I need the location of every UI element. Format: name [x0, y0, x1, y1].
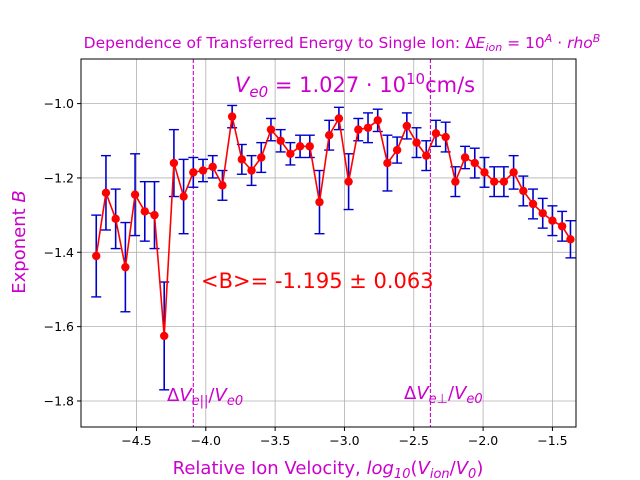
data-point: [208, 162, 217, 171]
vline-label-parallel: ΔVe||/Ve0: [167, 385, 243, 409]
data-point: [509, 168, 518, 177]
data-point: [489, 177, 499, 186]
data-point: [363, 123, 373, 132]
chart-title: Dependence of Transferred Energy to Sing…: [84, 32, 601, 54]
data-point: [218, 181, 227, 190]
data-point: [121, 262, 130, 272]
data-point: [519, 186, 528, 196]
data-point: [257, 153, 266, 162]
vline-label-perpendicular: ΔVe⊥/Ve0: [404, 383, 483, 407]
data-point: [441, 132, 450, 142]
data-point: [373, 116, 382, 125]
data-point: [499, 177, 509, 186]
data-point: [528, 199, 538, 209]
data-point: [402, 121, 412, 131]
data-point: [383, 158, 392, 168]
plot-area: −4.5 −4.0 −3.5 −3.0 −2.5 −2.0 −1.5 −1.8 −1.6 −1.4…: [44, 58, 577, 448]
data-point: [470, 158, 479, 168]
data-point: [179, 192, 188, 201]
data-point: [247, 166, 256, 175]
data-point: [111, 214, 120, 224]
ve0-annotation: Ve0 = 1.027 · 1010cm/s: [235, 70, 475, 101]
data-point: [344, 177, 353, 186]
x-axis-label: Relative Ion Velocity, log10(Vion/V0): [173, 458, 484, 480]
data-point: [431, 129, 441, 138]
data-point: [460, 153, 470, 162]
x-tick-label: −2.5: [399, 433, 429, 448]
data-point: [92, 251, 101, 261]
data-point: [315, 197, 324, 207]
y-tick-label: −1.6: [44, 319, 74, 334]
x-tick-label: −3.0: [329, 433, 359, 448]
data-point: [451, 177, 460, 186]
data-point: [566, 235, 575, 244]
data-point: [130, 190, 140, 199]
data-point: [101, 188, 111, 198]
y-tick-label: −1.0: [44, 96, 74, 111]
y-tick-label: −1.8: [44, 393, 74, 408]
data-point: [140, 207, 149, 216]
data-point: [150, 210, 159, 220]
data-point: [354, 125, 363, 134]
x-tick-label: −4.0: [191, 433, 221, 448]
y-tick-label: −1.4: [44, 245, 74, 260]
data-point: [305, 142, 314, 151]
data-point: [548, 216, 557, 225]
data-point: [276, 136, 285, 145]
data-point: [198, 166, 208, 175]
axes-frame: [80, 58, 577, 428]
data-point: [334, 114, 344, 123]
x-tick-label: −4.5: [121, 433, 151, 448]
x-tick-label: −3.5: [260, 433, 290, 448]
y-tick-label: −1.2: [44, 170, 74, 185]
data-point: [295, 142, 305, 151]
data-point: [227, 112, 237, 121]
data-point: [557, 222, 567, 231]
data-point: [189, 168, 198, 177]
data-point: [392, 145, 402, 155]
data-point: [412, 138, 421, 147]
x-tick-label: −2.0: [468, 433, 498, 448]
data-point: [422, 151, 431, 160]
data-point: [480, 168, 489, 177]
data-point: [169, 158, 179, 168]
data-point: [159, 331, 169, 341]
data-point: [324, 131, 334, 140]
data-point: [237, 155, 247, 164]
mean-b-annotation: <B>= -1.195 ± 0.063: [201, 269, 434, 293]
x-tick-label: −1.5: [537, 433, 567, 448]
data-point: [538, 209, 547, 218]
data-point: [286, 149, 295, 158]
y-axis-label: Exponent B: [9, 190, 30, 294]
data-point: [266, 125, 276, 134]
